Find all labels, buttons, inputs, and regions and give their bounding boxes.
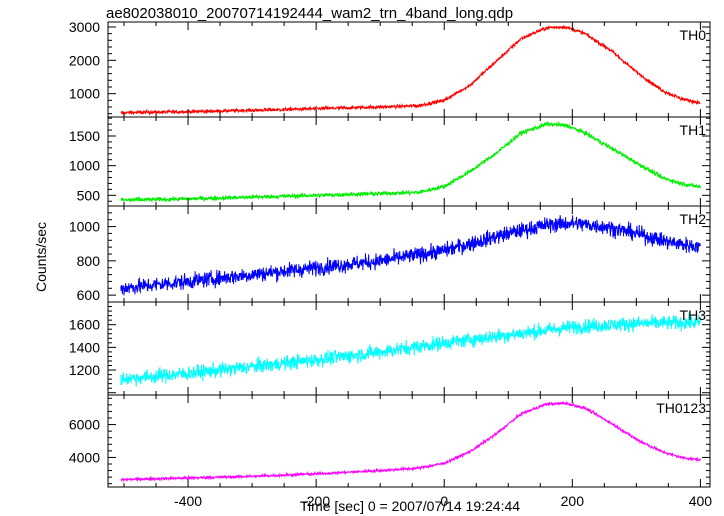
panel-th0123: 4000 6000 TH0123 — [69, 394, 711, 488]
panel-label-th0: TH0 — [680, 27, 707, 43]
panel-label-th3: TH3 — [680, 307, 707, 323]
panel-th0: 1000 2000 3000 TH0 — [69, 19, 711, 118]
x-tick-label: 200 — [561, 493, 585, 509]
y-tick-label: 3000 — [69, 19, 100, 35]
series-line-th1 — [120, 120, 701, 204]
y-tick-label: 1500 — [69, 128, 100, 144]
panel-label-th2: TH2 — [680, 211, 707, 227]
chart-title: ae802038010_20070714192444_wam2_trn_4ban… — [106, 5, 513, 22]
series-line-th0 — [120, 24, 701, 116]
y-tick-label: 1400 — [69, 339, 100, 355]
y-axis-title: Counts/sec — [33, 222, 49, 292]
y-tick-label: 1000 — [69, 86, 100, 102]
x-tick-label: 400 — [689, 493, 713, 509]
panel-th1: 500 1000 1500 TH1 — [69, 116, 711, 207]
series-line-th0123 — [120, 400, 701, 483]
y-tick-label: 500 — [77, 187, 101, 203]
y-tick-label: 600 — [77, 287, 101, 303]
y-tick-label: 1000 — [69, 219, 100, 235]
panel-th2: 600 800 1000 TH2 — [69, 205, 711, 303]
panel-label-th0123: TH0123 — [656, 400, 706, 416]
y-tick-label: 1600 — [69, 317, 100, 333]
panel-label-th1: TH1 — [680, 122, 707, 138]
y-tick-label: 4000 — [69, 449, 100, 465]
y-tick-label: 1000 — [69, 158, 100, 174]
y-tick-label: 1200 — [69, 362, 100, 378]
y-tick-label: 800 — [77, 253, 101, 269]
y-tick-label: 2000 — [69, 52, 100, 68]
x-axis-title: Time [sec] 0 = 2007/07/14 19:24:44 — [300, 498, 520, 514]
x-tick-label: 0 — [440, 493, 448, 509]
series-line-th2 — [120, 215, 701, 296]
y-tick-label: 6000 — [69, 417, 100, 433]
x-tick-label: -200 — [302, 493, 330, 509]
panel-th3: 1200 1400 1600 TH3 — [69, 301, 711, 396]
panel-frame — [107, 394, 711, 488]
x-tick-label: -400 — [174, 493, 202, 509]
panel-frame — [107, 21, 711, 118]
series-line-th3 — [120, 312, 701, 387]
